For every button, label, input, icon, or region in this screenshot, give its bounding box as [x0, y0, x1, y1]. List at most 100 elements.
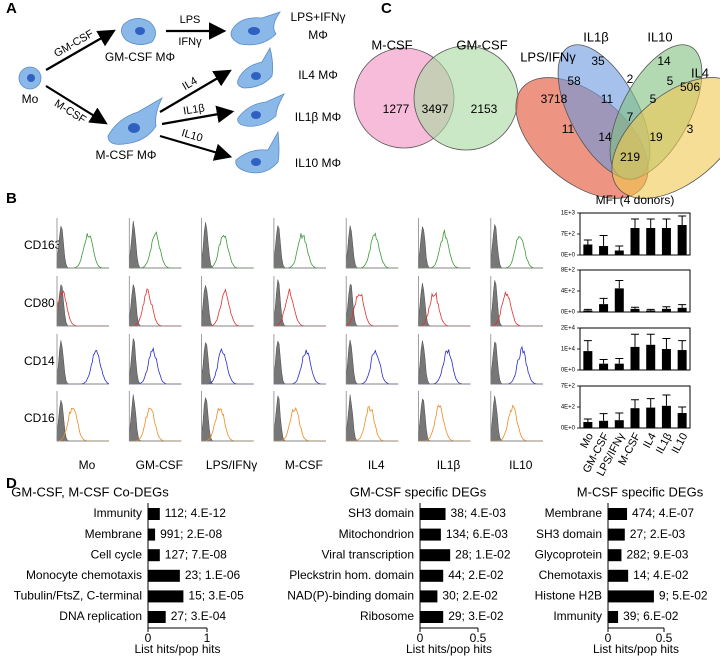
error-bar [662, 338, 671, 349]
histogram-axes [201, 276, 254, 327]
histogram-control [56, 340, 109, 385]
histogram-control [346, 339, 399, 385]
marker-label: CD80 [24, 296, 55, 310]
panel-label: D [6, 475, 17, 492]
x-axis-label: List hits/pop hits [134, 642, 220, 656]
histogram-axes [56, 334, 109, 385]
bar [661, 308, 671, 312]
bar [677, 225, 687, 255]
x-tick-label: 0 [417, 631, 424, 645]
histogram-axes [490, 276, 543, 327]
bar-note: 23; 1.E-06 [185, 568, 241, 582]
histogram-axes [418, 218, 471, 269]
set-label: IL1β [583, 29, 609, 44]
condition-label: GM-CSF [136, 458, 183, 472]
histogram-axes [345, 391, 399, 442]
bar [677, 350, 687, 370]
marker-label: CD14 [24, 354, 55, 368]
error-bar [646, 333, 655, 345]
bar [583, 422, 593, 428]
venn-count: 5 [650, 92, 657, 106]
venn-count: 11 [601, 92, 614, 106]
category-label: Membrane [545, 506, 603, 520]
category-label: Ribosome [360, 609, 414, 623]
bar [630, 228, 640, 255]
cell-label: Mo [22, 92, 39, 106]
histogram-axes [128, 218, 182, 269]
error-bar [631, 333, 639, 347]
error-bar [599, 413, 608, 421]
error-bar [631, 399, 639, 409]
chart-title: GM-CSF specific DEGs [350, 484, 487, 499]
histogram-axes [345, 334, 399, 385]
histogram-control [56, 400, 109, 442]
y-tick-label: 0E+0 [561, 253, 576, 259]
bar [148, 590, 184, 603]
condition-label: Mo [79, 458, 96, 472]
bar-note: 30; 2.E-02 [442, 589, 498, 603]
histogram-axes [490, 218, 543, 269]
histogram-control [129, 220, 182, 269]
venn-count: 14 [598, 130, 612, 144]
venn-count: 3497 [422, 102, 449, 116]
panel-a: Mo GM-CSF M-CSF GM-CSF MΦ LPS IFNγ LPS+I… [18, 10, 346, 174]
category-label: NAD(P)-binding domain [287, 589, 414, 603]
error-bar [615, 357, 624, 364]
category-label: Monocyte chemotaxis [26, 568, 142, 582]
bar [420, 611, 444, 623]
plot-frame [579, 269, 691, 313]
panel-label: A [6, 0, 17, 17]
arrow-label: IFNγ [178, 36, 202, 48]
histogram-control [56, 225, 109, 269]
histogram-control [490, 224, 543, 269]
bar [608, 590, 654, 603]
bar-note: 15; 3.E-05 [188, 589, 244, 603]
bar [608, 528, 625, 541]
x-tick-label: 0 [605, 631, 612, 645]
y-tick-label: 1E+4 [561, 347, 576, 353]
histogram-axes [128, 391, 182, 442]
error-bar [615, 412, 624, 421]
bar-note: 112; 4.E-12 [165, 506, 226, 520]
venn-count: 14 [657, 54, 671, 68]
bar [148, 611, 166, 623]
y-tick-label: 0E+0 [561, 310, 576, 316]
bar-note: 38; 4.E-03 [451, 506, 507, 520]
bar [646, 407, 656, 428]
bar [420, 569, 444, 582]
bar [148, 528, 156, 541]
set-label: IL4 [691, 65, 709, 80]
panel-c [353, 44, 720, 199]
histogram-control [418, 283, 471, 327]
y-tick-label: 0E+0 [561, 426, 576, 432]
error-bar [631, 306, 639, 309]
category-label: Chemotaxis [539, 568, 602, 582]
x-tick-label: 0.5 [656, 631, 673, 645]
category-label: Cell cycle [91, 547, 143, 561]
bar [614, 250, 624, 255]
condition-label: M-CSF [285, 458, 323, 472]
chart-title: GM-CSF, M-CSF Co-DEGs [11, 484, 169, 499]
histogram-control [346, 284, 399, 327]
histogram-axes [201, 334, 254, 385]
cell-label: M-CSF MΦ [96, 148, 157, 162]
histogram-axes [128, 334, 182, 385]
bar [420, 549, 451, 562]
bar-note: 27; 2.E-03 [630, 527, 686, 541]
histogram-axes [345, 276, 399, 327]
arrow-label: LPS [180, 14, 201, 26]
panel-label: B [6, 190, 17, 207]
category-label: Mitochondrion [339, 527, 414, 541]
bar-note: 39; 6.E-02 [623, 609, 679, 623]
error-bar [646, 398, 655, 408]
histogram-axes [273, 391, 326, 442]
bar [661, 228, 671, 255]
bar [608, 508, 628, 520]
bar [646, 310, 656, 312]
cell-label: LPS+IFNγ [290, 10, 345, 24]
error-bar [583, 418, 592, 422]
bar [583, 244, 593, 255]
venn-count: 1277 [383, 102, 410, 116]
venn-count: 506 [680, 80, 700, 94]
